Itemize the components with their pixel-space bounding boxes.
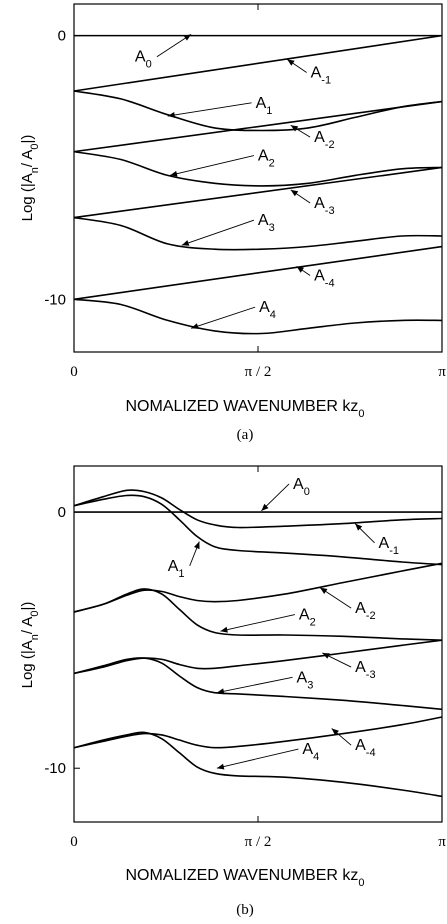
annotation-arrow-A2 bbox=[169, 155, 255, 176]
series-line-A4 bbox=[73, 298, 443, 335]
series-label-A-1: A-1 bbox=[379, 535, 399, 557]
arrowhead-icon bbox=[355, 523, 363, 531]
series-label-A-1: A-1 bbox=[311, 65, 331, 87]
arrowhead-icon bbox=[220, 626, 228, 633]
series-label-A4: A4 bbox=[259, 299, 276, 321]
series-line-A-4 bbox=[73, 716, 443, 749]
y-tick-label: 0 bbox=[58, 28, 66, 45]
annotation-arrow-A1 bbox=[167, 102, 252, 117]
x-tick-label: π bbox=[438, 364, 446, 380]
series-label-A-4: A-4 bbox=[314, 268, 334, 290]
x-tick-label: π / 2 bbox=[245, 364, 272, 380]
series-line-A3 bbox=[73, 657, 443, 711]
series-line-A1 bbox=[73, 494, 443, 566]
series-line-A-2 bbox=[73, 562, 443, 613]
series-label-A1: A1 bbox=[256, 95, 273, 117]
series-line-A-3 bbox=[73, 639, 443, 675]
series-line-A-1 bbox=[73, 489, 443, 529]
series-line-A2 bbox=[73, 150, 443, 187]
y-axis-label-b: Log (|An/ A0|) bbox=[19, 602, 41, 689]
series-line-A2 bbox=[73, 588, 443, 641]
arrowhead-icon bbox=[167, 111, 176, 118]
arrowhead-icon bbox=[290, 125, 299, 132]
series-line-A3 bbox=[73, 216, 443, 251]
series-label-A-3: A-3 bbox=[314, 195, 334, 217]
arrowhead-icon bbox=[322, 652, 330, 659]
series-label-A0: A0 bbox=[293, 476, 310, 498]
series-label-A3: A3 bbox=[258, 212, 275, 234]
arrowhead-icon bbox=[290, 189, 299, 197]
series-label-A0: A0 bbox=[135, 49, 152, 71]
series-label-A3: A3 bbox=[297, 669, 314, 691]
arrowhead-icon bbox=[191, 323, 199, 329]
annotation-arrow-A2 bbox=[220, 614, 296, 632]
annotation-arrow-A4 bbox=[216, 748, 299, 769]
arrowhead-icon bbox=[183, 34, 192, 41]
arrowhead-icon bbox=[181, 240, 190, 246]
plot-frame-a bbox=[73, 3, 443, 353]
arrowhead-icon bbox=[261, 503, 269, 511]
y-axis-label-a: Log (|An/ A0|) bbox=[19, 135, 41, 222]
x-axis-label-b: NOMALIZED WAVENUMBER kz0 bbox=[125, 867, 364, 889]
x-tick-label: π / 2 bbox=[245, 834, 272, 850]
y-tick-label: -10 bbox=[44, 291, 66, 308]
arrowhead-icon bbox=[193, 541, 200, 550]
x-axis-label-a: NOMALIZED WAVENUMBER kz0 bbox=[125, 398, 364, 420]
series-label-A2: A2 bbox=[258, 148, 275, 170]
y-tick-label: 0 bbox=[58, 504, 66, 521]
series-label-A2: A2 bbox=[299, 607, 316, 629]
x-tick-label: 0 bbox=[70, 364, 78, 380]
series-line-A-4 bbox=[73, 245, 443, 301]
annotation-arrow-A3 bbox=[181, 219, 255, 246]
arrowhead-icon bbox=[296, 266, 305, 273]
x-tick-label: 0 bbox=[70, 834, 78, 850]
series-line-A4 bbox=[73, 731, 443, 798]
arrowhead-icon bbox=[287, 59, 295, 66]
chart-panel-a: A0 A-1 A1 A-2 A2 A-3 A3 A-4 A4 0 π / 2 π 0 -10 Log (… bbox=[19, 3, 446, 443]
series-line-A-2 bbox=[73, 100, 443, 153]
annotation-arrow-A4 bbox=[190, 306, 256, 329]
series-label-A1: A1 bbox=[168, 558, 185, 580]
chart-panel-b: A0 A-1 A1 A-2 A2 A-3 A3 A-4 A4 0 π / 2 π 0 -10 Log (… bbox=[19, 465, 446, 918]
x-tick-label: π bbox=[438, 834, 446, 850]
arrowhead-icon bbox=[170, 170, 178, 177]
series-label-A-2: A-2 bbox=[355, 600, 375, 622]
arrowhead-icon bbox=[216, 763, 225, 770]
series-line-A-3 bbox=[73, 166, 443, 219]
series-line-A-1 bbox=[73, 34, 443, 92]
series-label-A-4: A-4 bbox=[355, 737, 375, 759]
arrowhead-icon bbox=[319, 587, 328, 595]
series-label-A-2: A-2 bbox=[314, 129, 334, 151]
y-tick-label: -10 bbox=[44, 760, 66, 777]
plot-frame-b bbox=[73, 465, 443, 823]
series-label-A-3: A-3 bbox=[355, 659, 375, 681]
arrowhead-icon bbox=[216, 688, 225, 695]
panel-label-b: (b) bbox=[236, 902, 254, 918]
annotation-arrow-A3 bbox=[216, 676, 293, 694]
panel-label-a: (a) bbox=[237, 427, 254, 443]
arrowhead-icon bbox=[331, 728, 339, 736]
series-label-A4: A4 bbox=[302, 741, 319, 763]
